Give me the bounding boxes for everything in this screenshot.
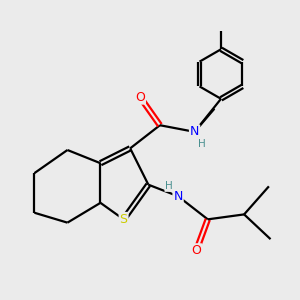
Text: H: H: [198, 140, 206, 149]
Text: O: O: [135, 91, 145, 104]
Text: H: H: [165, 181, 173, 191]
Text: N: N: [173, 190, 183, 203]
Text: O: O: [191, 244, 201, 257]
Text: N: N: [190, 125, 199, 138]
Text: S: S: [120, 213, 128, 226]
